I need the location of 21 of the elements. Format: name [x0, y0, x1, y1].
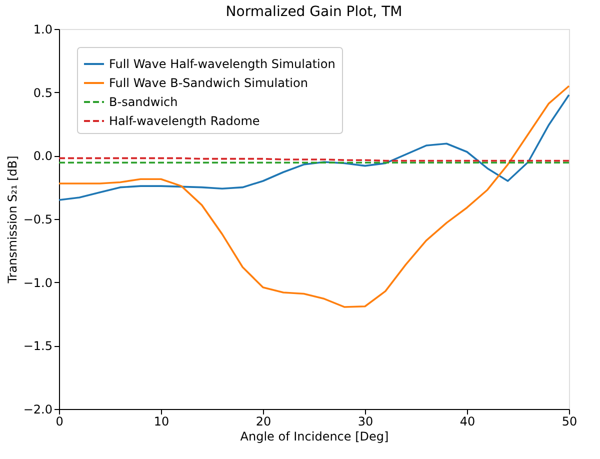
y-tick-label: −1.5: [23, 339, 52, 354]
x-tick-label: 40: [460, 414, 476, 428]
y-tick-label: 0.5: [33, 86, 52, 100]
x-tick-label: 50: [562, 414, 578, 428]
chart-title: Normalized Gain Plot, TM: [226, 4, 402, 20]
legend-label: Full Wave B-Sandwich Simulation: [109, 76, 308, 90]
y-tick-label: −1.0: [23, 276, 52, 290]
legend-label: Full Wave Half-wavelength Simulation: [109, 57, 336, 71]
x-tick-label: 30: [358, 414, 374, 428]
y-tick-label: −0.5: [23, 212, 52, 226]
x-tick-label: 0: [56, 414, 64, 428]
x-tick-label: 20: [256, 414, 272, 428]
y-tick-label: 1.0: [33, 22, 52, 36]
y-axis-title: Transmission S₂₁ [dB]: [5, 156, 20, 284]
legend-label: Half-wavelength Radome: [109, 114, 260, 128]
y-tick-label: 0.0: [33, 149, 52, 164]
y-tick-label: −2.0: [23, 402, 52, 416]
x-axis-title: Angle of Incidence [Deg]: [240, 430, 389, 444]
line-series: [58, 94, 570, 201]
x-tick-label: 10: [154, 414, 170, 428]
legend-label: B-sandwich: [109, 95, 178, 109]
